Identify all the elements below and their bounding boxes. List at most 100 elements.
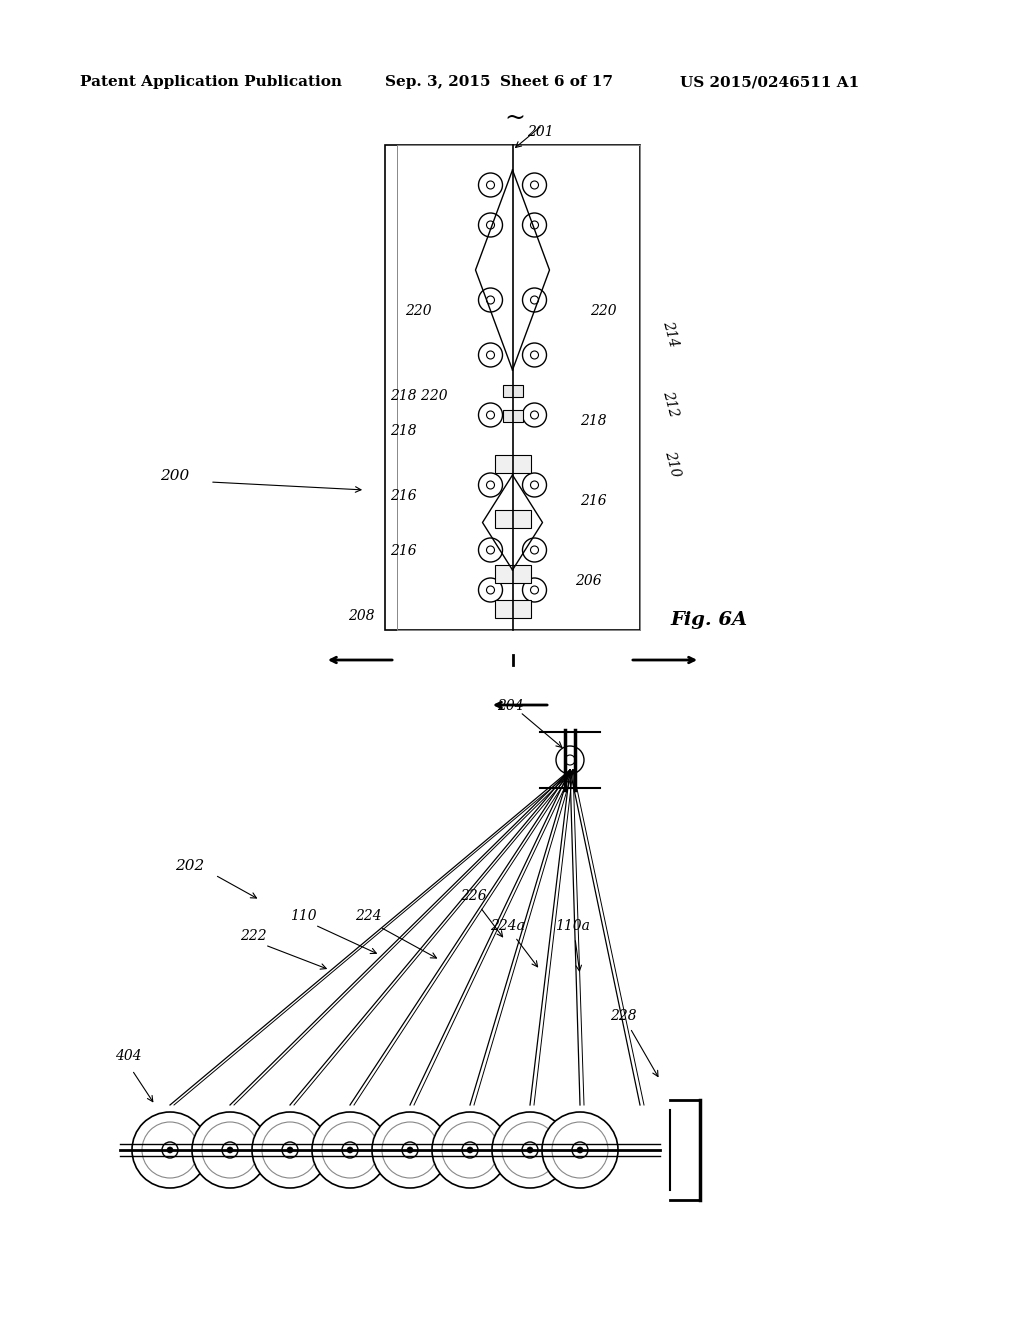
Circle shape: [262, 1122, 318, 1177]
Text: 206: 206: [575, 574, 602, 587]
Text: ~: ~: [504, 107, 525, 129]
Circle shape: [530, 220, 539, 228]
Circle shape: [162, 1142, 178, 1158]
Circle shape: [542, 1111, 618, 1188]
Circle shape: [432, 1111, 508, 1188]
Circle shape: [407, 1147, 413, 1152]
Circle shape: [467, 1147, 473, 1152]
Text: 212: 212: [660, 388, 680, 418]
Text: Sep. 3, 2015: Sep. 3, 2015: [385, 75, 490, 88]
Text: US 2015/0246511 A1: US 2015/0246511 A1: [680, 75, 859, 88]
Circle shape: [530, 411, 539, 418]
Circle shape: [486, 546, 495, 554]
Circle shape: [142, 1122, 198, 1177]
Text: 218 220: 218 220: [390, 389, 447, 403]
Circle shape: [342, 1142, 358, 1158]
Circle shape: [486, 296, 495, 304]
Text: 210: 210: [662, 449, 682, 478]
Bar: [503, 411, 522, 422]
Text: 404: 404: [115, 1049, 141, 1063]
Circle shape: [552, 1122, 608, 1177]
Text: Fig. 6A: Fig. 6A: [670, 611, 748, 630]
Text: 216: 216: [580, 494, 606, 508]
Circle shape: [522, 473, 547, 498]
Circle shape: [572, 1142, 588, 1158]
Text: 218: 218: [580, 414, 606, 428]
Text: 220: 220: [590, 304, 616, 318]
Text: Patent Application Publication: Patent Application Publication: [80, 75, 342, 88]
Circle shape: [252, 1111, 328, 1188]
Circle shape: [522, 288, 547, 312]
Text: Sheet 6 of 17: Sheet 6 of 17: [500, 75, 613, 88]
Circle shape: [502, 1122, 558, 1177]
Circle shape: [222, 1142, 238, 1158]
Bar: [385, 145, 640, 630]
Text: 208: 208: [348, 609, 375, 623]
Circle shape: [282, 1142, 298, 1158]
Circle shape: [132, 1111, 208, 1188]
Circle shape: [402, 1142, 418, 1158]
Circle shape: [312, 1111, 388, 1188]
Bar: [397, 145, 640, 630]
Text: 110: 110: [290, 909, 316, 923]
Circle shape: [478, 343, 503, 367]
Bar: [495, 565, 530, 583]
Circle shape: [347, 1147, 353, 1152]
Circle shape: [478, 473, 503, 498]
Circle shape: [522, 403, 547, 426]
Text: 216: 216: [390, 488, 417, 503]
Circle shape: [478, 578, 503, 602]
Text: 224a: 224a: [490, 919, 525, 933]
Circle shape: [522, 578, 547, 602]
Text: 222: 222: [240, 929, 266, 942]
Circle shape: [486, 411, 495, 418]
Text: 110a: 110a: [555, 919, 590, 933]
Circle shape: [530, 480, 539, 488]
Circle shape: [478, 539, 503, 562]
Circle shape: [478, 403, 503, 426]
Circle shape: [522, 539, 547, 562]
Circle shape: [462, 1142, 478, 1158]
Text: 218: 218: [390, 424, 417, 438]
Text: 228: 228: [610, 1008, 637, 1023]
Text: 214: 214: [660, 318, 680, 348]
Circle shape: [556, 746, 584, 774]
Circle shape: [167, 1147, 173, 1152]
Bar: [495, 601, 530, 618]
Text: 202: 202: [175, 859, 204, 873]
Circle shape: [530, 181, 539, 189]
Circle shape: [522, 1142, 538, 1158]
Circle shape: [287, 1147, 293, 1152]
Circle shape: [530, 296, 539, 304]
Bar: [495, 455, 530, 473]
Circle shape: [486, 181, 495, 189]
Circle shape: [492, 1111, 568, 1188]
Circle shape: [193, 1111, 268, 1188]
Circle shape: [565, 755, 575, 766]
Circle shape: [382, 1122, 438, 1177]
Circle shape: [486, 220, 495, 228]
Bar: [495, 510, 530, 528]
Text: 201: 201: [527, 125, 554, 139]
Circle shape: [486, 480, 495, 488]
Text: 216: 216: [390, 544, 417, 558]
Circle shape: [530, 546, 539, 554]
Circle shape: [478, 288, 503, 312]
Circle shape: [522, 213, 547, 238]
Circle shape: [202, 1122, 258, 1177]
Text: 226: 226: [460, 888, 486, 903]
Circle shape: [478, 173, 503, 197]
Text: 220: 220: [406, 304, 432, 318]
Text: 204: 204: [497, 700, 523, 713]
Text: 200: 200: [161, 469, 189, 483]
Circle shape: [530, 351, 539, 359]
Circle shape: [227, 1147, 233, 1152]
Circle shape: [486, 351, 495, 359]
Circle shape: [530, 586, 539, 594]
Circle shape: [322, 1122, 378, 1177]
Circle shape: [527, 1147, 534, 1152]
Circle shape: [478, 213, 503, 238]
Text: 224: 224: [355, 909, 382, 923]
Circle shape: [372, 1111, 449, 1188]
Circle shape: [442, 1122, 498, 1177]
